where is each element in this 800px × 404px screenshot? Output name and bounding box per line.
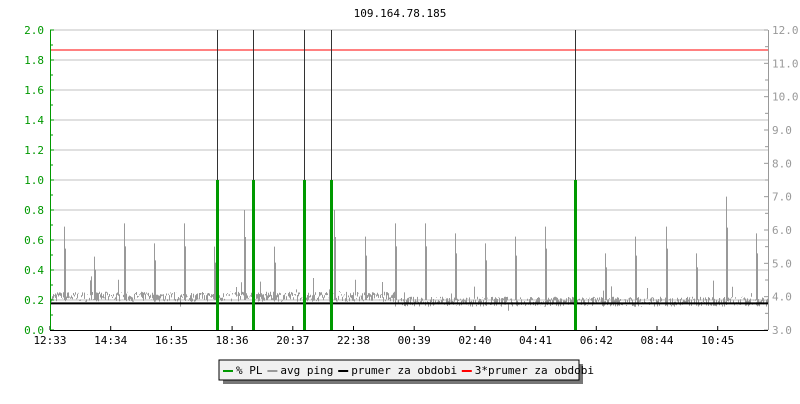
pl-bar xyxy=(330,180,333,330)
legend: % PL avg ping prumer za obdobi 3*prumer za … xyxy=(218,359,594,384)
x-tick-label: 20:37 xyxy=(276,334,309,347)
right-tick-label: 9.0 xyxy=(772,124,792,137)
series-marks xyxy=(50,30,768,330)
legend-label: 3*prumer za obdobi xyxy=(475,364,594,377)
x-tick-label: 12:33 xyxy=(33,334,66,347)
legend-label: % PL xyxy=(236,364,263,377)
left-tick-label: 0.8 xyxy=(24,204,44,217)
x-tick-label: 06:42 xyxy=(580,334,613,347)
avg-ping-line xyxy=(51,276,768,311)
x-tick-label: 14:34 xyxy=(94,334,127,347)
grid xyxy=(50,29,768,301)
x-tick-label: 22:38 xyxy=(337,334,370,347)
x-tick-label: 10:45 xyxy=(701,334,734,347)
left-tick-label: 1.2 xyxy=(24,144,44,157)
chart-title: 109.164.78.185 xyxy=(354,7,447,20)
pl-bar xyxy=(303,180,306,330)
right-tick-label: 10.0 xyxy=(772,91,799,104)
right-tick-label: 8.0 xyxy=(772,157,792,170)
left-tick-label: 0.0 xyxy=(24,324,44,337)
right-tick-label: 3.0 xyxy=(772,324,792,337)
x-tick-label: 02:40 xyxy=(458,334,491,347)
left-tick-label: 0.4 xyxy=(24,264,44,277)
left-tick-label: 0.2 xyxy=(24,294,44,307)
legend-label: prumer za obdobi xyxy=(351,364,457,377)
legend-label: avg ping xyxy=(280,364,333,377)
x-tick-label: 16:35 xyxy=(155,334,188,347)
right-tick-label: 12.0 xyxy=(772,24,799,37)
left-tick-label: 1.8 xyxy=(24,54,44,67)
right-tick-label: 5.0 xyxy=(772,257,792,270)
pl-bar xyxy=(216,180,219,330)
left-tick-label: 1.4 xyxy=(24,114,44,127)
x-tick-label: 08:44 xyxy=(640,334,673,347)
left-tick-label: 1.6 xyxy=(24,84,44,97)
pl-bar xyxy=(574,180,577,330)
left-tick-label: 2.0 xyxy=(24,24,44,37)
right-tick-label: 11.0 xyxy=(772,57,799,70)
right-tick-label: 4.0 xyxy=(772,291,792,304)
x-tick-label: 18:36 xyxy=(216,334,249,347)
pl-bar xyxy=(252,180,255,330)
x-tick-label: 04:41 xyxy=(519,334,552,347)
left-tick-label: 0.6 xyxy=(24,234,44,247)
right-tick-label: 6.0 xyxy=(772,224,792,237)
left-tick-label: 1.0 xyxy=(24,174,44,187)
axes: 0.0 0.2 0.4 0.6 0.8 1.0 1.2 1.4 1.6 1.8 2.0 3.0 4.0 5… xyxy=(24,24,798,347)
x-tick-label: 00:39 xyxy=(398,334,431,347)
right-tick-label: 7.0 xyxy=(772,191,792,204)
